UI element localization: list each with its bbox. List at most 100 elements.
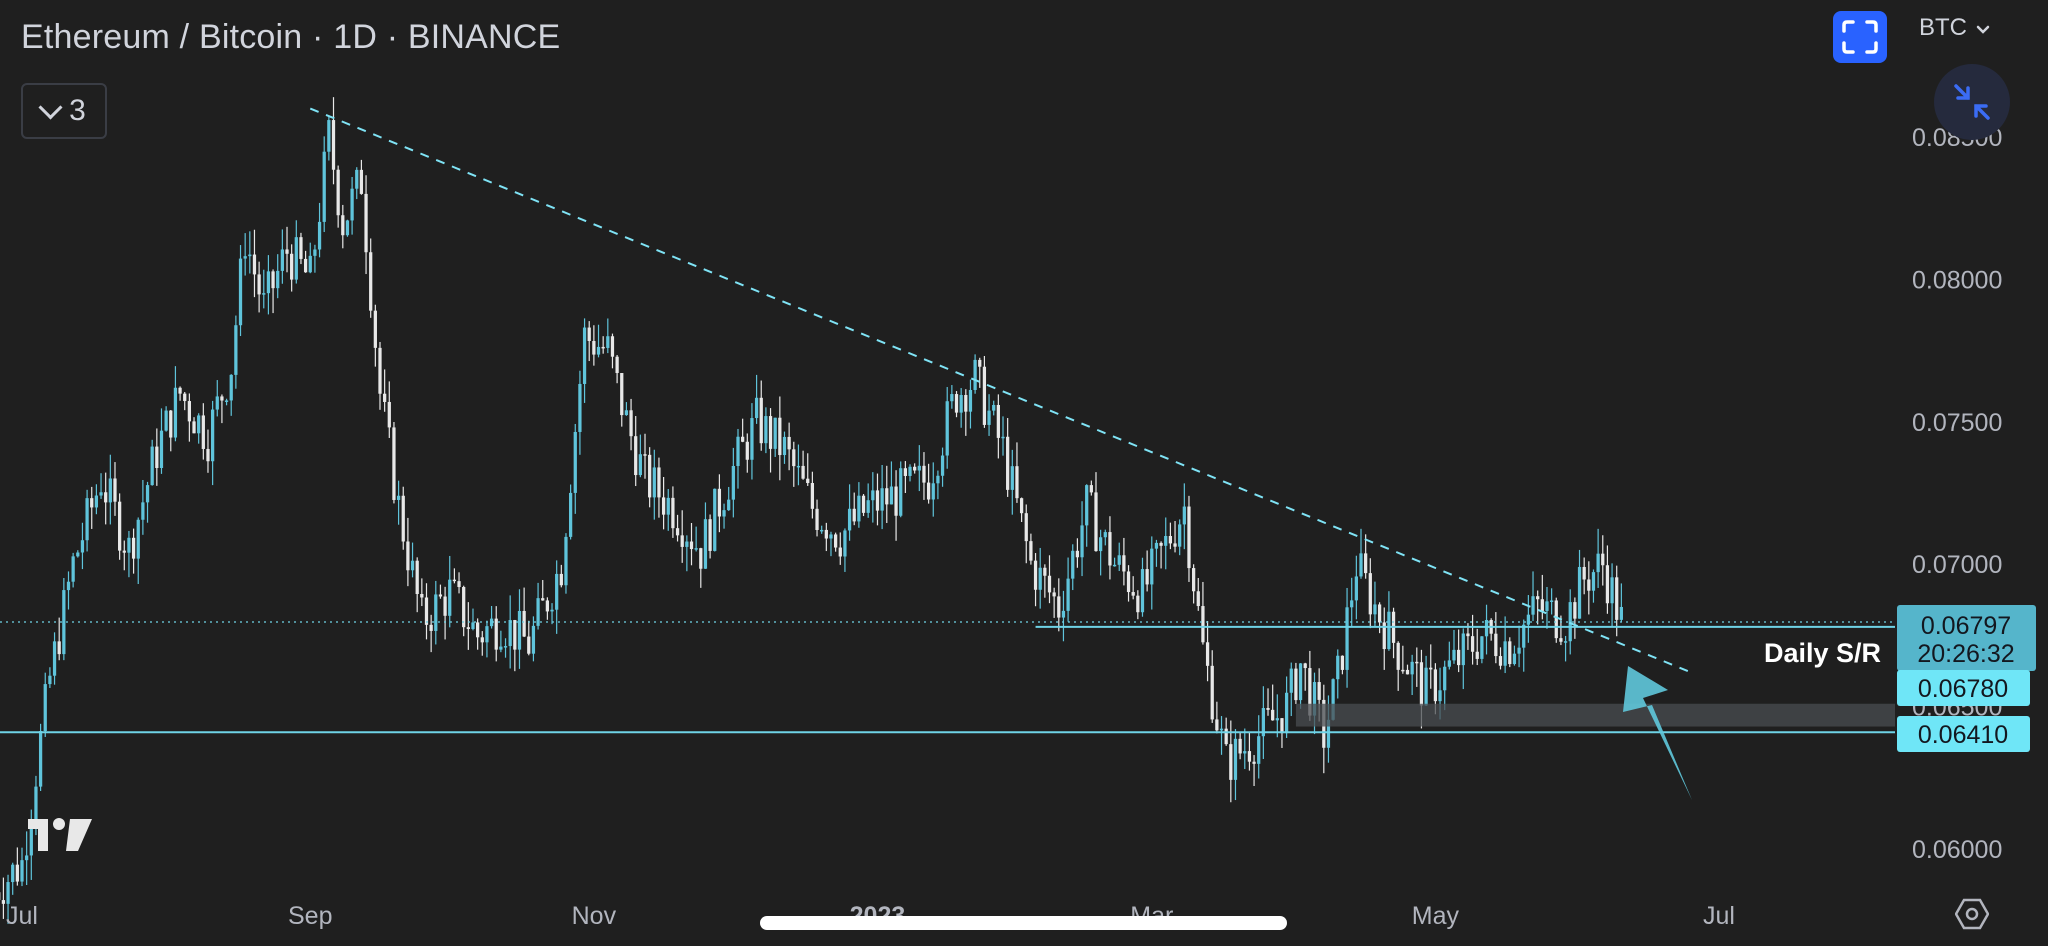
- candle-body: [1498, 656, 1503, 666]
- candle-body: [1364, 553, 1368, 574]
- candle-body: [615, 356, 619, 374]
- candle-body: [499, 646, 503, 650]
- candle-body: [317, 221, 322, 250]
- annotation-arrow[interactable]: [1623, 666, 1692, 800]
- candle-body: [1080, 525, 1084, 558]
- candle-body: [476, 622, 480, 638]
- candle-body: [1280, 718, 1284, 734]
- candle-body: [754, 397, 759, 419]
- candle-body: [922, 465, 926, 483]
- candle-body: [378, 347, 382, 394]
- minimize-button[interactable]: [1934, 64, 2010, 140]
- candle-body: [1531, 596, 1535, 615]
- candle-body: [931, 483, 935, 500]
- candle-body: [889, 486, 894, 505]
- candle-body: [1168, 535, 1173, 544]
- candle-body: [601, 346, 605, 349]
- candle-body: [764, 416, 768, 444]
- candle-body: [90, 498, 94, 508]
- candle-body: [568, 492, 573, 537]
- candle-body: [443, 596, 447, 616]
- candle-body: [1219, 728, 1224, 731]
- candle-body: [1345, 607, 1349, 670]
- candle-body: [1108, 532, 1112, 566]
- minimize-arrows-icon: [1954, 84, 1990, 120]
- candle-body: [1568, 602, 1572, 642]
- candle-body: [294, 237, 298, 280]
- candle-body: [1559, 638, 1563, 642]
- candle-body: [1615, 577, 1619, 620]
- candle-body: [899, 468, 903, 516]
- candle-body: [694, 548, 698, 550]
- settings-icon[interactable]: [1955, 897, 1989, 931]
- candle-body: [968, 389, 973, 412]
- fullscreen-button[interactable]: [1833, 11, 1887, 63]
- candle-body: [624, 410, 629, 416]
- candle-body: [987, 410, 991, 425]
- candle-body: [1089, 485, 1093, 493]
- candle-body: [178, 387, 182, 394]
- descending-trendline[interactable]: [309, 107, 1692, 674]
- candle-body: [634, 436, 638, 476]
- candle-body: [950, 394, 954, 402]
- candle-body: [1131, 592, 1135, 596]
- candle-body: [187, 401, 192, 422]
- candle-body: [773, 417, 777, 449]
- x-tick-label: Jul: [6, 902, 38, 930]
- candle-body: [1233, 738, 1238, 780]
- candle-body: [1229, 744, 1233, 780]
- candle-body: [517, 610, 522, 650]
- candle-body: [1373, 604, 1377, 615]
- candle-body: [1405, 669, 1410, 675]
- candle-body: [424, 597, 429, 625]
- candle-body: [52, 641, 57, 676]
- candle-body: [141, 502, 145, 520]
- candle-body: [880, 488, 884, 511]
- candle-body: [420, 593, 424, 598]
- indicators-toggle-button[interactable]: 3: [21, 83, 107, 139]
- candle-body: [871, 490, 875, 501]
- candle-body: [434, 594, 438, 631]
- candle-body: [796, 465, 801, 468]
- candle-body: [11, 864, 15, 883]
- candle-body: [806, 478, 810, 484]
- candle-body: [169, 410, 173, 438]
- candle-body: [1112, 564, 1117, 567]
- candle-body: [480, 637, 484, 643]
- candle-body: [1605, 565, 1610, 604]
- x-tick-label: Sep: [288, 902, 332, 930]
- candle-body: [629, 410, 633, 437]
- candle-body: [782, 436, 787, 456]
- candle-body: [118, 501, 122, 551]
- daily-sr-label: Daily S/R: [1764, 638, 1881, 668]
- candle-body: [429, 624, 433, 631]
- candle-body: [1075, 550, 1080, 558]
- candle-body: [680, 535, 684, 547]
- candle-body: [313, 249, 317, 256]
- candle-body: [62, 590, 66, 655]
- candle-body: [1336, 655, 1340, 680]
- candle-body: [1201, 606, 1205, 643]
- candle-body: [489, 618, 494, 627]
- last-price-badge: [1897, 605, 2036, 671]
- candle-body: [1271, 709, 1275, 721]
- candle-body: [936, 475, 940, 484]
- candle-body: [1173, 543, 1177, 547]
- candle-body: [43, 684, 47, 732]
- candle-body: [85, 498, 89, 541]
- candle-body: [1396, 642, 1400, 670]
- candle-body: [1052, 592, 1056, 597]
- candle-body: [303, 258, 308, 273]
- candle-body: [1452, 649, 1456, 661]
- candle-body: [1247, 751, 1252, 762]
- candle-body: [1429, 667, 1433, 670]
- candle-body: [57, 641, 61, 655]
- candle-body: [25, 855, 29, 861]
- candle-body: [183, 393, 187, 402]
- x-tick-label: Nov: [572, 902, 617, 930]
- currency-selector[interactable]: BTC: [1919, 14, 1990, 42]
- candle-body: [1610, 577, 1614, 604]
- candle-body: [220, 396, 224, 401]
- candle-body: [852, 508, 856, 522]
